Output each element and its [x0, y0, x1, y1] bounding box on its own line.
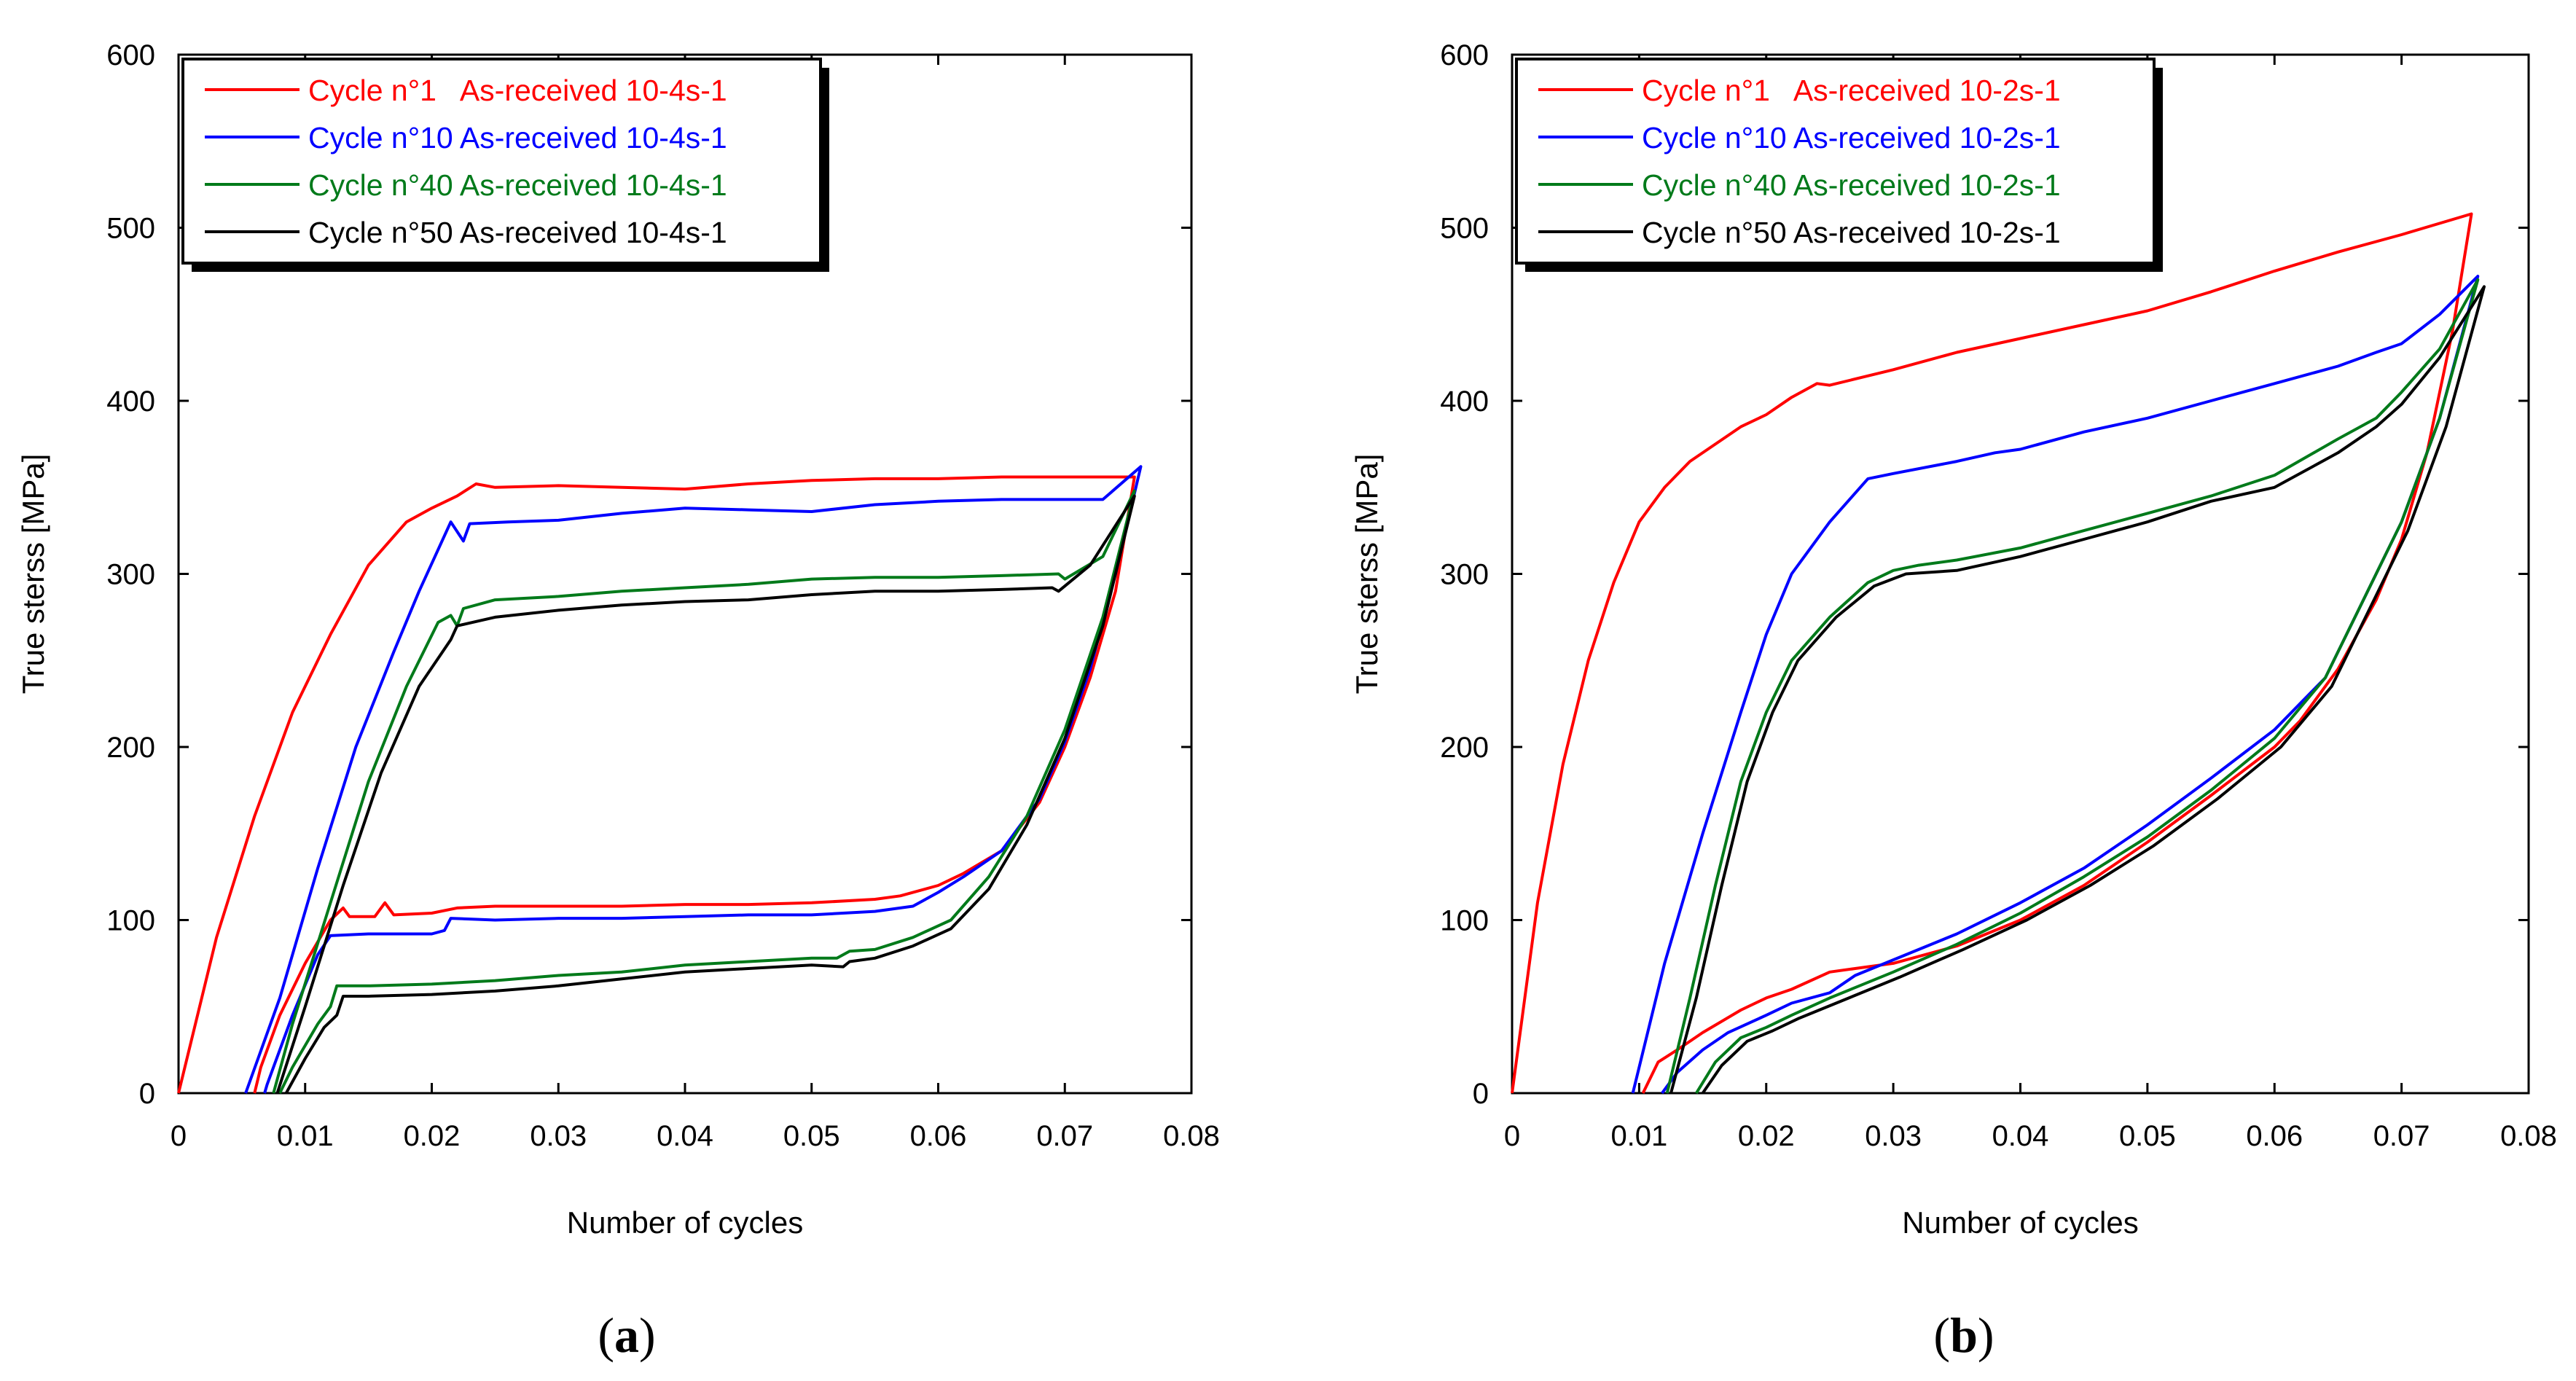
x-tick-label: 0.04: [657, 1120, 713, 1152]
x-tick-label: 0: [1504, 1120, 1520, 1152]
x-tick-label: 0: [171, 1120, 187, 1152]
legend-label: Cycle n°40 As-received 10-2s-1: [1642, 168, 2061, 202]
panel-a: 0 0.01 0.02 0.03 0.04 0.05 0.06 0.07 0.08 0 100 200…: [16, 39, 1220, 1363]
series-line-2: [244, 465, 1143, 1094]
y-tick-label: 100: [106, 905, 155, 937]
series-line-1: [177, 475, 1136, 1094]
x-axis-label: Number of cycles: [567, 1205, 803, 1240]
series-line-4: [275, 494, 1136, 1094]
series-line-2: [1631, 275, 2480, 1095]
x-tick-label: 0.08: [1163, 1120, 1220, 1152]
y-tick-label: 400: [1440, 386, 1489, 418]
panel-b: 0 0.01 0.02 0.03 0.04 0.05 0.06 0.07 0.08 0 100 200…: [1350, 39, 2557, 1363]
series-line-4: [1669, 285, 2486, 1095]
x-tick-label: 0.04: [1992, 1120, 2049, 1152]
legend-label: Cycle n°10 As-received 10-4s-1: [308, 121, 727, 154]
y-tick-label: 600: [1440, 39, 1489, 71]
y-tick-label: 500: [1440, 213, 1489, 245]
x-tick-label: 0.07: [1036, 1120, 1093, 1152]
y-axis-label: True sterss [MPa]: [16, 454, 50, 695]
legend-label: Cycle n°50 As-received 10-4s-1: [308, 216, 727, 249]
y-tick-label: 400: [106, 386, 155, 418]
x-tick-label: 0.07: [2373, 1120, 2430, 1152]
x-tick-label: 0.05: [2119, 1120, 2176, 1152]
x-axis-label: Number of cycles: [1902, 1205, 2138, 1240]
y-tick-label: 0: [139, 1078, 155, 1110]
x-tick-label: 0.08: [2500, 1120, 2557, 1152]
x-tick-label: 0.02: [1738, 1120, 1795, 1152]
x-tick-label: 0.01: [1610, 1120, 1667, 1152]
x-tick-label: 0.02: [404, 1120, 461, 1152]
legend-box: [181, 58, 822, 265]
x-tick-label: 0.06: [910, 1120, 967, 1152]
y-tick-label: 300: [1440, 559, 1489, 591]
legend-label: Cycle n°10 As-received 10-2s-1: [1642, 121, 2061, 154]
y-tick-label: 600: [106, 39, 155, 71]
series-line-3: [272, 489, 1136, 1094]
y-tick-label: 0: [1473, 1078, 1489, 1110]
y-tick-label: 100: [1440, 905, 1489, 937]
panel-caption: (b): [1933, 1307, 1994, 1363]
legend-label: Cycle n°1 As-received 10-2s-1: [1642, 74, 2061, 107]
series-line-1: [1511, 212, 2473, 1094]
x-tick-label: 0.06: [2246, 1120, 2303, 1152]
y-axis-label: True sterss [MPa]: [1350, 454, 1384, 695]
y-tick-label: 500: [106, 213, 155, 245]
x-tick-label: 0.01: [277, 1120, 334, 1152]
legend-label: Cycle n°40 As-received 10-4s-1: [308, 168, 727, 202]
y-tick-label: 200: [1440, 732, 1489, 764]
y-tick-label: 200: [106, 732, 155, 764]
legend-box: [1515, 58, 2156, 265]
x-tick-label: 0.05: [783, 1120, 840, 1152]
x-tick-label: 0.03: [1865, 1120, 1922, 1152]
x-tick-label: 0.03: [530, 1120, 587, 1152]
series-line-3: [1665, 278, 2480, 1095]
panel-caption: (a): [598, 1307, 655, 1363]
y-tick-label: 300: [106, 559, 155, 591]
legend-label: Cycle n°50 As-received 10-2s-1: [1642, 216, 2061, 249]
legend-label: Cycle n°1 As-received 10-4s-1: [308, 74, 727, 107]
